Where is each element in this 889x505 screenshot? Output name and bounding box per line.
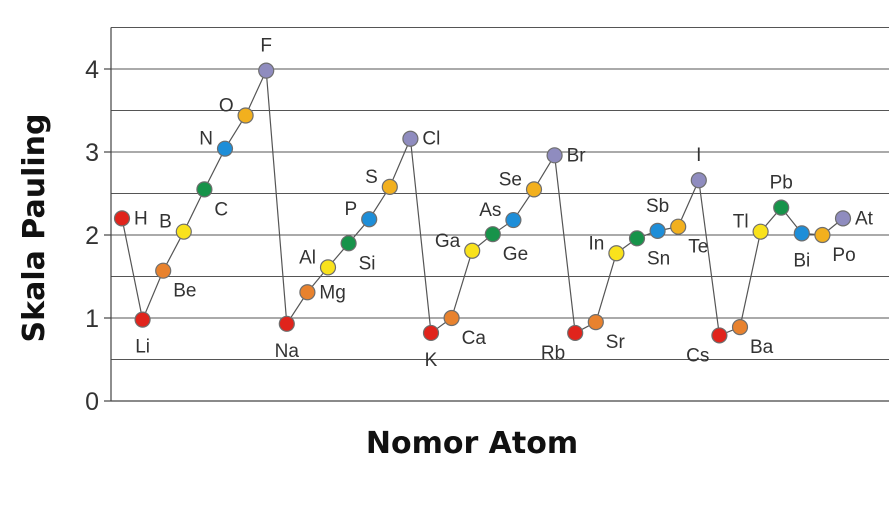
label-n: N [199, 129, 213, 150]
point-b [175, 223, 192, 240]
label-sr: Sr [606, 332, 626, 353]
label-sb: Sb [646, 196, 669, 217]
label-at: At [855, 208, 874, 229]
y-tick-label: 3 [85, 139, 99, 167]
point-sn [628, 230, 646, 247]
label-f: F [260, 36, 272, 57]
y-tick-label: 4 [85, 56, 99, 84]
point-rb [567, 324, 584, 342]
label-rb: Rb [541, 343, 565, 364]
label-pb: Pb [770, 173, 793, 194]
point-po [814, 226, 831, 244]
point-c [196, 181, 213, 198]
point-mg [299, 284, 316, 301]
point-cs [711, 327, 728, 344]
y-tick-labels: 0 1 2 3 4 [85, 56, 111, 416]
data-points [113, 62, 852, 344]
point-te [670, 218, 687, 235]
label-tl: Tl [733, 212, 749, 233]
label-b: B [159, 212, 172, 233]
label-cl: Cl [422, 129, 440, 150]
y-tick-label: 0 [85, 388, 99, 416]
label-o: O [219, 95, 234, 116]
point-na [278, 315, 295, 332]
point-i [690, 172, 707, 189]
label-ga: Ga [435, 231, 461, 252]
point-in [608, 245, 625, 262]
label-al: Al [299, 247, 316, 268]
label-as: As [479, 200, 501, 221]
label-ge: Ge [503, 244, 528, 265]
point-k [422, 324, 440, 342]
label-k: K [425, 350, 438, 371]
label-s: S [365, 167, 378, 188]
label-cs: Cs [686, 345, 709, 366]
label-h: H [134, 208, 148, 229]
point-cl [402, 130, 419, 147]
point-ge [484, 226, 501, 243]
label-be: Be [173, 281, 196, 302]
label-ba: Ba [750, 337, 774, 358]
label-bi: Bi [793, 250, 810, 271]
point-ca [443, 309, 460, 327]
point-be [155, 262, 172, 279]
label-c: C [214, 199, 228, 220]
label-in: In [589, 233, 605, 254]
point-br [546, 147, 563, 164]
axes [110, 27, 889, 402]
y-axis-title: Skala Pauling [17, 114, 52, 343]
x-axis-title: Nomor Atom [366, 426, 578, 461]
point-sr [587, 314, 604, 331]
label-na: Na [275, 341, 300, 362]
label-br: Br [567, 145, 587, 166]
label-se: Se [499, 169, 522, 190]
point-s [381, 178, 398, 195]
point-ba [731, 319, 749, 336]
y-tick-label: 2 [85, 222, 99, 250]
point-tl [752, 223, 769, 240]
point-at [834, 210, 852, 227]
point-p [361, 211, 378, 228]
point-bi [793, 225, 810, 242]
label-mg: Mg [319, 282, 345, 303]
label-li: Li [135, 337, 150, 358]
label-si: Si [359, 253, 376, 274]
y-tick-label: 1 [85, 305, 99, 333]
label-te: Te [688, 237, 708, 258]
point-as [505, 211, 522, 229]
point-se [525, 181, 543, 198]
point-al [319, 259, 337, 276]
label-i: I [696, 145, 701, 166]
point-f [258, 62, 275, 79]
label-sn: Sn [647, 248, 670, 269]
point-o [237, 107, 254, 124]
label-ca: Ca [462, 328, 487, 349]
point-li [134, 311, 151, 328]
point-n [216, 140, 234, 157]
point-si [340, 235, 357, 252]
label-po: Po [832, 245, 855, 266]
point-h [113, 210, 131, 227]
point-ga [464, 242, 481, 259]
label-p: P [345, 199, 358, 220]
point-pb [773, 199, 790, 216]
point-sb [649, 222, 666, 239]
